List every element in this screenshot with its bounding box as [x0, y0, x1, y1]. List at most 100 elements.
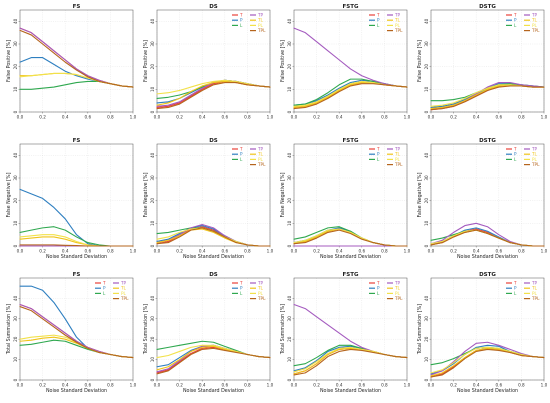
legend-label-tl: TL [257, 286, 264, 291]
x-tick-label: 0.0 [291, 115, 298, 120]
x-axis-label: Noise Standard Deviation [320, 254, 381, 260]
series-line-pl [430, 84, 545, 107]
x-tick-label: 0.6 [358, 115, 365, 120]
legend-label-tp: TP [394, 147, 401, 152]
y-tick-label: 20 [150, 336, 155, 342]
y-tick-label: 30 [13, 316, 18, 322]
legend-label-p: P [514, 286, 517, 291]
x-tick-label: 0.4 [473, 383, 480, 388]
legend-label-tl: TL [257, 18, 264, 23]
x-tick-label: 0.2 [39, 115, 46, 120]
legend-label-pl: PL [395, 291, 401, 296]
x-tick-label: 0.4 [62, 383, 69, 388]
legend-label-tp: TP [120, 281, 127, 286]
y-tick-label: 30 [150, 41, 155, 47]
legend-label-tl: TL [394, 152, 401, 157]
y-tick-label: 10 [424, 357, 429, 363]
series-line-tpl [19, 306, 134, 359]
series-line-tpl [19, 29, 134, 88]
y-tick-label: 20 [13, 64, 18, 70]
legend-label-tp: TP [394, 13, 401, 18]
legend-label-pl: PL [121, 291, 127, 296]
x-tick-label: 0.6 [221, 249, 228, 254]
x-tick-label: 0.8 [244, 383, 251, 388]
y-tick-label: 20 [150, 198, 155, 204]
legend-label-t: T [376, 281, 380, 286]
series-line-p [19, 285, 134, 359]
y-tick-label: 0 [287, 378, 292, 381]
x-tick-label: 0.4 [199, 115, 206, 120]
y-axis-label: Total Summation [%] [417, 304, 423, 355]
x-tick-label: 0.0 [428, 115, 435, 120]
x-tick-label: 0.6 [84, 249, 91, 254]
legend-label-tpl: TPL [120, 296, 129, 301]
y-tick-label: 10 [150, 86, 155, 92]
y-tick-label: 0 [13, 378, 18, 381]
legend-label-pl: PL [395, 23, 401, 28]
x-tick-label: 1.0 [541, 249, 548, 254]
legend-label-t: T [239, 13, 243, 18]
y-tick-label: 40 [287, 18, 292, 24]
y-tick-label: 40 [424, 152, 429, 158]
legend-label-tl: TL [394, 286, 401, 291]
panel-title: FSTG [343, 272, 359, 278]
series-line-tl [19, 336, 134, 359]
x-tick-label: 0.4 [336, 115, 343, 120]
series-line-tpl [293, 348, 408, 376]
y-axis-label: False Negative [%] [280, 172, 286, 217]
plot-frame [156, 143, 271, 247]
x-tick-label: 0.2 [313, 383, 320, 388]
x-tick-label: 0.0 [154, 383, 161, 388]
series-line-tpl [430, 348, 545, 378]
y-tick-label: 30 [287, 316, 292, 322]
y-tick-label: 20 [424, 64, 429, 70]
legend-label-p: P [240, 286, 243, 291]
x-tick-label: 0.0 [17, 249, 24, 254]
chart-panel: DS 0.0 0.2 0.4 0.6 0.8 1.0 0 10 20 30 40 Noise Stand… [143, 138, 274, 260]
y-tick-label: 40 [13, 18, 18, 24]
y-tick-label: 10 [424, 220, 429, 226]
series-line-tpl [430, 85, 545, 111]
panel-title: FSTG [343, 138, 359, 144]
legend-label-t: T [239, 281, 243, 286]
x-tick-label: 0.2 [39, 383, 46, 388]
panel-title: FSTG [343, 4, 359, 10]
x-tick-label: 0.8 [518, 383, 525, 388]
y-axis-label: Total Summation [%] [280, 304, 286, 355]
x-tick-label: 0.6 [221, 383, 228, 388]
y-axis-label: False Negative [%] [143, 172, 149, 217]
x-tick-label: 1.0 [404, 383, 411, 388]
series-line-p [293, 227, 408, 247]
legend-label-tpl: TPL [394, 296, 403, 301]
y-tick-label: 40 [150, 152, 155, 158]
x-tick-label: 1.0 [404, 249, 411, 254]
x-tick-label: 0.0 [428, 249, 435, 254]
x-tick-label: 0.0 [17, 115, 24, 120]
x-tick-label: 0.2 [313, 115, 320, 120]
legend-label-t: T [239, 147, 243, 152]
y-tick-label: 40 [13, 152, 18, 158]
series-line-tpl [430, 229, 545, 247]
series-line-pl [430, 346, 545, 374]
legend-label-l: L [103, 291, 106, 296]
legend-label-tl: TL [120, 286, 127, 291]
panel-title: FS [73, 272, 81, 278]
y-tick-label: 30 [424, 41, 429, 47]
y-axis-label: False Positive [%] [6, 40, 12, 82]
legend-label-tpl: TPL [257, 28, 266, 33]
legend-label-p: P [377, 152, 380, 157]
legend-label-tpl: TPL [394, 162, 403, 167]
x-tick-label: 0.8 [381, 383, 388, 388]
panel-title: DSTG [479, 4, 496, 10]
legend-label-tl: TL [531, 286, 538, 291]
chart-panel: DSTG 0.0 0.2 0.4 0.6 0.8 1.0 0 10 20 30 40 Noise Sta… [417, 272, 548, 394]
y-tick-label: 0 [424, 110, 429, 113]
y-axis-label: False Negative [%] [417, 172, 423, 217]
x-axis-label: Noise Standard Deviation [457, 388, 518, 394]
x-tick-label: 0.4 [336, 383, 343, 388]
x-tick-label: 0.0 [154, 249, 161, 254]
y-tick-label: 20 [287, 336, 292, 342]
legend-label-t: T [102, 281, 106, 286]
y-tick-label: 20 [13, 336, 18, 342]
